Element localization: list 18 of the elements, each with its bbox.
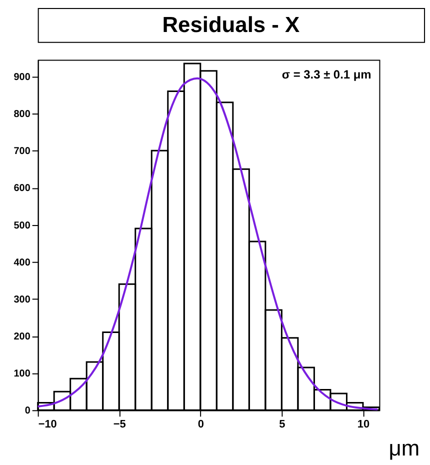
x-tick-label: −10 [38,418,57,431]
x-tick-label: 10 [357,418,370,431]
y-tick-label: 900 [14,72,31,83]
x-tick-label: −5 [113,418,126,431]
y-tick-label: 600 [14,183,31,194]
y-tick-label: 700 [14,146,31,158]
x-axis-title: μm [388,435,420,460]
y-tick-label: 800 [14,109,31,120]
chart-title: Residuals - X [162,12,300,37]
y-tick-label: 300 [14,294,31,306]
annotation: σ = 3.3 ± 0.1 μm [282,68,372,82]
y-tick-label: 100 [14,368,31,380]
y-tick-label: 0 [24,406,31,417]
y-tick-label: 200 [14,331,31,342]
y-tick-label: 400 [14,257,31,268]
x-tick-label: 5 [279,418,286,431]
x-tick-label: 0 [198,418,204,431]
y-tick-label: 500 [14,220,31,232]
